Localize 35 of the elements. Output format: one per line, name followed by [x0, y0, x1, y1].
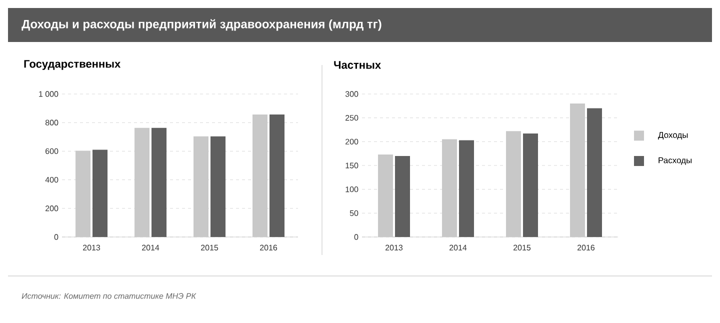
x-tick-label: 2014 — [450, 244, 467, 250]
bar — [395, 156, 410, 237]
y-tick-label: 1 000 — [39, 91, 58, 97]
y-tick-label: 150 — [346, 162, 358, 168]
bar — [586, 108, 602, 237]
y-tick-label: 300 — [345, 91, 358, 97]
y-tick-label: 800 — [45, 120, 58, 126]
x-tick-label: 2015 — [514, 244, 531, 250]
bar — [270, 114, 285, 237]
x-tick-label: 2015 — [201, 244, 218, 250]
bar — [459, 140, 474, 237]
y-tick-label: 0 — [54, 234, 58, 240]
bar — [523, 134, 538, 237]
x-tick-label: 2014 — [142, 244, 160, 250]
y-tick-label: 400 — [45, 176, 58, 183]
y-tick-label: 0 — [354, 234, 358, 240]
chart-title: Доходы и расходы предприятий здравоохранения (млрд тг) — [22, 19, 382, 31]
x-tick-label: 2016 — [260, 244, 278, 250]
y-tick-label: 250 — [346, 114, 358, 121]
x-tick-label: 2013 — [386, 244, 403, 250]
y-tick-label: 200 — [46, 206, 58, 212]
chart-subtitle: Государственных — [24, 60, 121, 70]
x-tick-label: 2013 — [83, 244, 100, 250]
bar — [152, 128, 167, 237]
chart-title: Частных — [334, 61, 381, 69]
y-tick-label: 50 — [350, 210, 358, 216]
x-tick-label: 2016 — [578, 244, 595, 250]
text: Источник: Комитет по статистике МНЭ РК — [22, 293, 196, 299]
legend-label: Расходы — [658, 157, 692, 165]
bar — [92, 150, 108, 237]
y-tick-label: 600 — [46, 148, 58, 154]
bar — [210, 136, 226, 237]
y-tick-label: 200 — [346, 138, 358, 144]
y-tick-label: 100 — [346, 186, 358, 192]
legend-label: Доходы — [658, 132, 688, 140]
